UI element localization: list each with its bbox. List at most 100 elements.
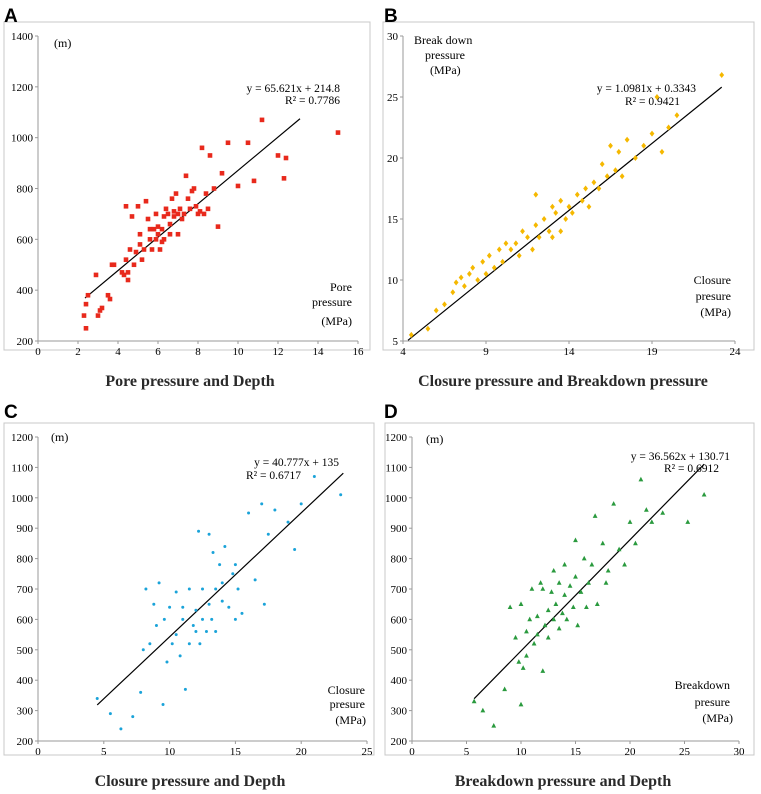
x-axis-label-line: presure [696, 289, 731, 303]
data-point [201, 617, 204, 621]
data-point [198, 642, 202, 646]
data-point [643, 507, 649, 512]
data-point [527, 616, 533, 622]
y-tick-label: 30 [387, 31, 399, 43]
data-point [131, 715, 135, 719]
data-point [513, 240, 519, 247]
data-point [127, 247, 133, 252]
data-point [604, 173, 610, 180]
data-point [408, 331, 414, 338]
data-point [260, 502, 264, 506]
data-point [283, 155, 289, 161]
x-tick-label: 0 [35, 746, 41, 758]
data-point [137, 242, 143, 247]
data-point [685, 519, 691, 524]
x-axis-label-line: Closure [328, 683, 365, 697]
data-point [125, 277, 131, 283]
data-point [147, 237, 153, 242]
data-point [191, 623, 195, 627]
data-point [247, 511, 251, 515]
data-point [137, 231, 143, 237]
data-point [553, 209, 559, 216]
data-point [145, 216, 151, 222]
panel-letter: D [384, 402, 398, 423]
data-point [719, 72, 725, 79]
data-point [462, 283, 467, 290]
x-tick-label: 15 [570, 746, 582, 758]
data-point [245, 140, 251, 146]
y-tick-label: 20 [387, 153, 399, 165]
data-point [578, 589, 584, 594]
data-point [633, 540, 638, 546]
data-point [641, 142, 647, 149]
data-point [159, 226, 165, 232]
data-point [174, 590, 178, 594]
y-tick-label: 200 [17, 736, 34, 748]
data-point [162, 617, 166, 621]
data-point [207, 532, 211, 536]
x-axis-label-line: Pore [330, 280, 352, 294]
data-point [525, 234, 530, 241]
data-point [549, 589, 554, 594]
x-axis-label-line: presure [330, 697, 365, 711]
data-point [674, 112, 680, 119]
data-point [591, 179, 597, 186]
data-point [207, 153, 213, 158]
data-point [211, 551, 215, 555]
x-tick-label: 25 [362, 746, 374, 758]
data-point [151, 226, 157, 232]
data-point [654, 94, 660, 100]
data-point [225, 140, 231, 146]
data-point [546, 228, 552, 235]
data-point [165, 660, 169, 664]
data-point [135, 203, 141, 209]
x-axis-label-line: (MPa) [335, 713, 366, 727]
data-point [203, 191, 209, 196]
data-point [592, 513, 598, 518]
y-axis-label-line: pressure [425, 48, 465, 62]
data-point [624, 136, 630, 143]
y-tick-label: 500 [391, 645, 408, 657]
data-point [530, 246, 535, 253]
data-point [573, 537, 578, 543]
data-point [594, 601, 600, 606]
data-point [183, 173, 189, 179]
data-point [240, 611, 244, 615]
data-point [541, 216, 547, 222]
data-point [83, 301, 89, 307]
data-point [161, 703, 165, 707]
data-point [220, 581, 224, 585]
data-point [480, 707, 486, 713]
data-point [275, 153, 281, 158]
data-point [199, 145, 205, 151]
y-tick-label: 1000 [11, 493, 34, 505]
y-tick-label: 300 [391, 706, 408, 718]
data-point [518, 701, 524, 707]
x-tick-label: 6 [155, 346, 161, 358]
data-point [560, 610, 565, 616]
data-point [95, 313, 101, 318]
data-point [181, 605, 185, 609]
data-point [556, 580, 562, 585]
y-axis-label: (m) [54, 36, 71, 50]
x-tick-label: 24 [730, 346, 742, 358]
data-point [503, 240, 509, 247]
data-point [149, 247, 155, 252]
data-point [335, 130, 341, 135]
x-axis-label-line: (MPa) [702, 711, 733, 725]
data-point [251, 178, 257, 184]
data-point [168, 605, 172, 609]
data-point [584, 604, 589, 610]
y-tick-label: 700 [391, 584, 408, 596]
data-point [95, 696, 99, 700]
panel-c: 0 5 10 15 20 25 200 300 400 500 600 700 800 900 1000 11… [3, 402, 375, 790]
data-point [470, 264, 476, 271]
panel-letter: B [384, 6, 398, 27]
data-point [507, 604, 513, 610]
y-tick-label: 300 [17, 706, 34, 718]
data-point [139, 257, 145, 262]
data-point [259, 117, 265, 123]
data-point [619, 173, 625, 180]
data-point [219, 170, 225, 176]
data-point [167, 221, 173, 227]
